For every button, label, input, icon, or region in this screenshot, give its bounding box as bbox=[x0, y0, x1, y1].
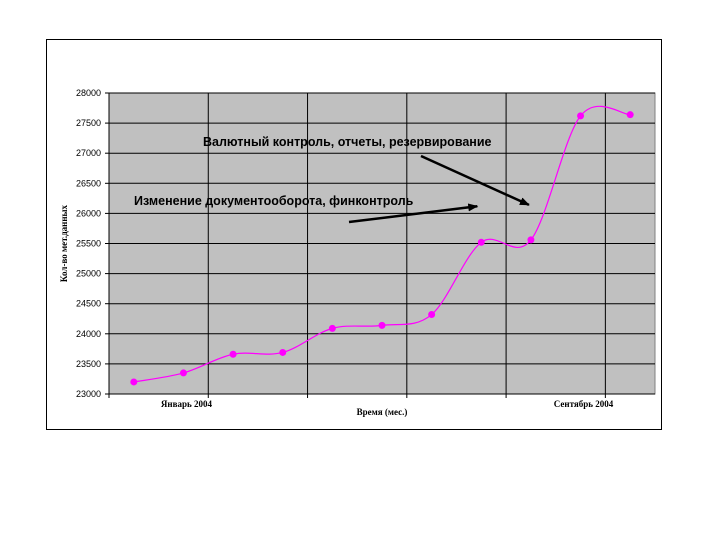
annotation-label: Валютный контроль, отчеты, резервировани… bbox=[203, 135, 492, 149]
data-point bbox=[428, 311, 436, 319]
annotation-arrow bbox=[420, 154, 530, 207]
data-point bbox=[626, 111, 634, 119]
data-point bbox=[279, 348, 287, 356]
x-axis-ticks: Январь 2004 Сентябрь 2004 bbox=[108, 394, 614, 409]
y-tick-label: 25500 bbox=[76, 239, 101, 249]
y-tick-label: 24500 bbox=[76, 299, 101, 309]
y-tick-label: 24000 bbox=[76, 329, 101, 339]
data-point bbox=[328, 324, 336, 332]
data-point bbox=[477, 238, 485, 246]
y-axis-label: Кол-во мет.данных bbox=[59, 204, 69, 282]
annotations: Валютный контроль, отчеты, резервировани… bbox=[134, 135, 530, 224]
annotation-label: Изменение документооборота, финконтроль bbox=[134, 194, 414, 208]
y-tick-label: 27500 bbox=[76, 118, 101, 128]
y-tick-label: 28000 bbox=[76, 88, 101, 98]
x-tick-label: Сентябрь 2004 bbox=[554, 399, 614, 409]
y-tick-label: 27000 bbox=[76, 148, 101, 158]
y-tick-label: 23500 bbox=[76, 359, 101, 369]
data-point bbox=[179, 369, 187, 377]
data-point bbox=[527, 236, 535, 244]
x-axis-label: Время (мес.) bbox=[357, 407, 408, 417]
series-path bbox=[133, 105, 631, 383]
annotation-arrow bbox=[348, 203, 479, 224]
y-tick-label: 23000 bbox=[76, 389, 101, 399]
series-line bbox=[130, 105, 634, 386]
data-point bbox=[130, 378, 138, 386]
y-axis-ticks: 23000 23500 24000 24500 25000 25500 26000 26500… bbox=[76, 88, 109, 399]
data-point bbox=[229, 350, 237, 358]
y-tick-label: 25000 bbox=[76, 269, 101, 279]
data-point bbox=[577, 112, 585, 120]
y-tick-label: 26000 bbox=[76, 208, 101, 218]
y-tick-label: 26500 bbox=[76, 178, 101, 188]
x-tick-label: Январь 2004 bbox=[161, 399, 213, 409]
data-point bbox=[378, 321, 386, 329]
